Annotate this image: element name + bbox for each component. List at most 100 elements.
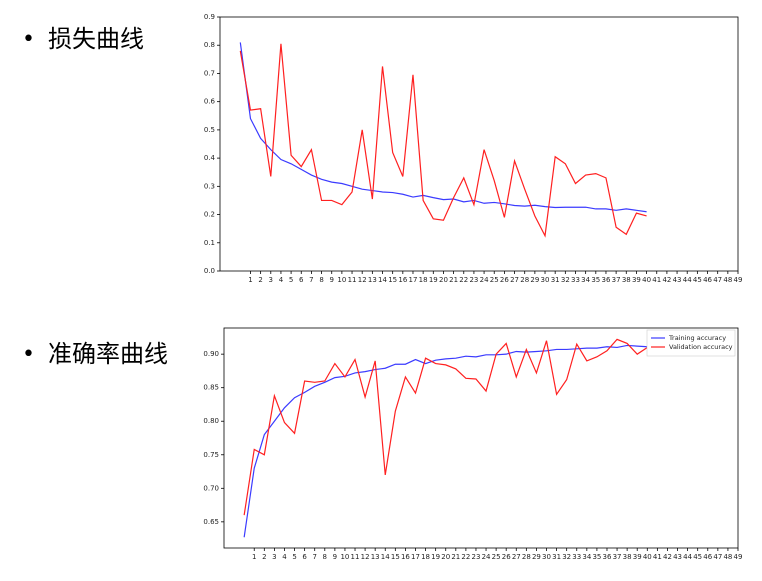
x-tick-label: 41 (653, 553, 662, 561)
x-tick-label: 26 (500, 276, 509, 284)
x-tick-label: 42 (663, 553, 672, 561)
x-tick-label: 44 (683, 276, 692, 284)
series-line (243, 344, 648, 538)
x-tick-label: 28 (520, 276, 529, 284)
x-tick-label: 7 (309, 276, 313, 284)
y-tick-label: 0.1 (204, 239, 215, 247)
x-tick-label: 18 (419, 276, 428, 284)
x-tick-label: 33 (572, 553, 581, 561)
x-tick-label: 31 (552, 553, 561, 561)
x-tick-label: 24 (482, 553, 491, 561)
x-tick-label: 15 (391, 553, 400, 561)
x-tick-label: 5 (292, 553, 296, 561)
bullet-dot: • (22, 342, 35, 367)
x-tick-label: 9 (329, 276, 333, 284)
x-tick-label: 45 (693, 553, 702, 561)
y-tick-label: 0.90 (203, 350, 219, 358)
x-tick-label: 22 (461, 553, 470, 561)
x-tick-label: 20 (441, 553, 450, 561)
x-tick-label: 2 (258, 276, 262, 284)
x-tick-label: 5 (289, 276, 293, 284)
x-tick-label: 8 (323, 553, 327, 561)
x-tick-label: 42 (662, 276, 671, 284)
x-tick-label: 21 (451, 553, 460, 561)
x-tick-label: 27 (512, 553, 521, 561)
x-tick-label: 10 (340, 553, 349, 561)
series-line (239, 42, 647, 213)
x-tick-label: 35 (591, 276, 600, 284)
x-tick-label: 14 (381, 553, 390, 561)
x-tick-label: 23 (469, 276, 478, 284)
x-tick-label: 12 (358, 276, 367, 284)
x-tick-label: 34 (582, 553, 591, 561)
y-tick-label: 0.2 (204, 211, 215, 219)
legend-box (646, 329, 736, 357)
x-tick-label: 1 (248, 276, 252, 284)
y-tick-label: 0.70 (203, 484, 219, 492)
legend-label: Validation accuracy (669, 343, 733, 351)
x-tick-label: 18 (421, 553, 430, 561)
y-tick-label: 0.5 (204, 126, 215, 134)
y-tick-label: 0.6 (204, 98, 216, 106)
x-tick-label: 49 (734, 276, 743, 284)
x-tick-label: 19 (431, 553, 440, 561)
x-tick-label: 11 (351, 553, 360, 561)
x-tick-label: 27 (510, 276, 519, 284)
y-tick-label: 0.80 (203, 417, 219, 425)
x-tick-label: 29 (532, 553, 541, 561)
y-tick-label: 0.8 (204, 41, 215, 49)
x-tick-label: 12 (361, 553, 370, 561)
x-tick-label: 48 (723, 276, 732, 284)
x-tick-label: 30 (542, 553, 551, 561)
y-tick-label: 0.3 (204, 182, 215, 190)
x-tick-label: 4 (282, 553, 287, 561)
x-tick-label: 17 (411, 553, 420, 561)
x-tick-label: 3 (269, 276, 273, 284)
x-tick-label: 8 (319, 276, 323, 284)
y-tick-label: 0.4 (204, 154, 216, 162)
x-tick-label: 47 (713, 553, 722, 561)
x-tick-label: 15 (388, 276, 397, 284)
x-tick-label: 48 (723, 553, 732, 561)
x-tick-label: 9 (333, 553, 337, 561)
x-tick-label: 40 (643, 553, 652, 561)
bullet-text: 损失曲线 (48, 25, 144, 53)
x-tick-label: 39 (633, 553, 642, 561)
x-tick-label: 1 (252, 553, 256, 561)
x-tick-label: 38 (623, 553, 632, 561)
x-tick-label: 38 (622, 276, 631, 284)
x-tick-label: 37 (613, 553, 622, 561)
x-tick-label: 41 (652, 276, 661, 284)
x-tick-label: 22 (459, 276, 468, 284)
x-tick-label: 25 (490, 276, 499, 284)
y-tick-label: 0.0 (204, 267, 215, 275)
x-tick-label: 40 (642, 276, 651, 284)
x-tick-label: 49 (734, 553, 743, 561)
x-tick-label: 39 (632, 276, 641, 284)
x-tick-label: 21 (449, 276, 458, 284)
x-tick-label: 44 (683, 553, 692, 561)
y-tick-label: 0.9 (204, 13, 215, 21)
x-tick-label: 46 (703, 276, 712, 284)
x-tick-label: 46 (703, 553, 712, 561)
x-tick-label: 32 (562, 553, 571, 561)
x-tick-label: 4 (279, 276, 284, 284)
x-tick-label: 7 (312, 553, 316, 561)
x-tick-label: 16 (398, 276, 407, 284)
x-tick-label: 2 (262, 553, 266, 561)
bullet-text: 准确率曲线 (48, 340, 168, 368)
x-tick-label: 35 (592, 553, 601, 561)
x-tick-label: 17 (409, 276, 418, 284)
x-tick-label: 43 (673, 276, 682, 284)
x-tick-label: 34 (581, 276, 590, 284)
x-tick-label: 6 (299, 276, 304, 284)
x-tick-label: 24 (480, 276, 489, 284)
y-tick-label: 0.75 (203, 451, 219, 459)
plot-frame (223, 327, 739, 549)
x-tick-label: 11 (348, 276, 357, 284)
x-tick-label: 45 (693, 276, 702, 284)
x-tick-label: 47 (713, 276, 722, 284)
x-tick-label: 13 (371, 553, 380, 561)
x-tick-label: 43 (673, 553, 682, 561)
